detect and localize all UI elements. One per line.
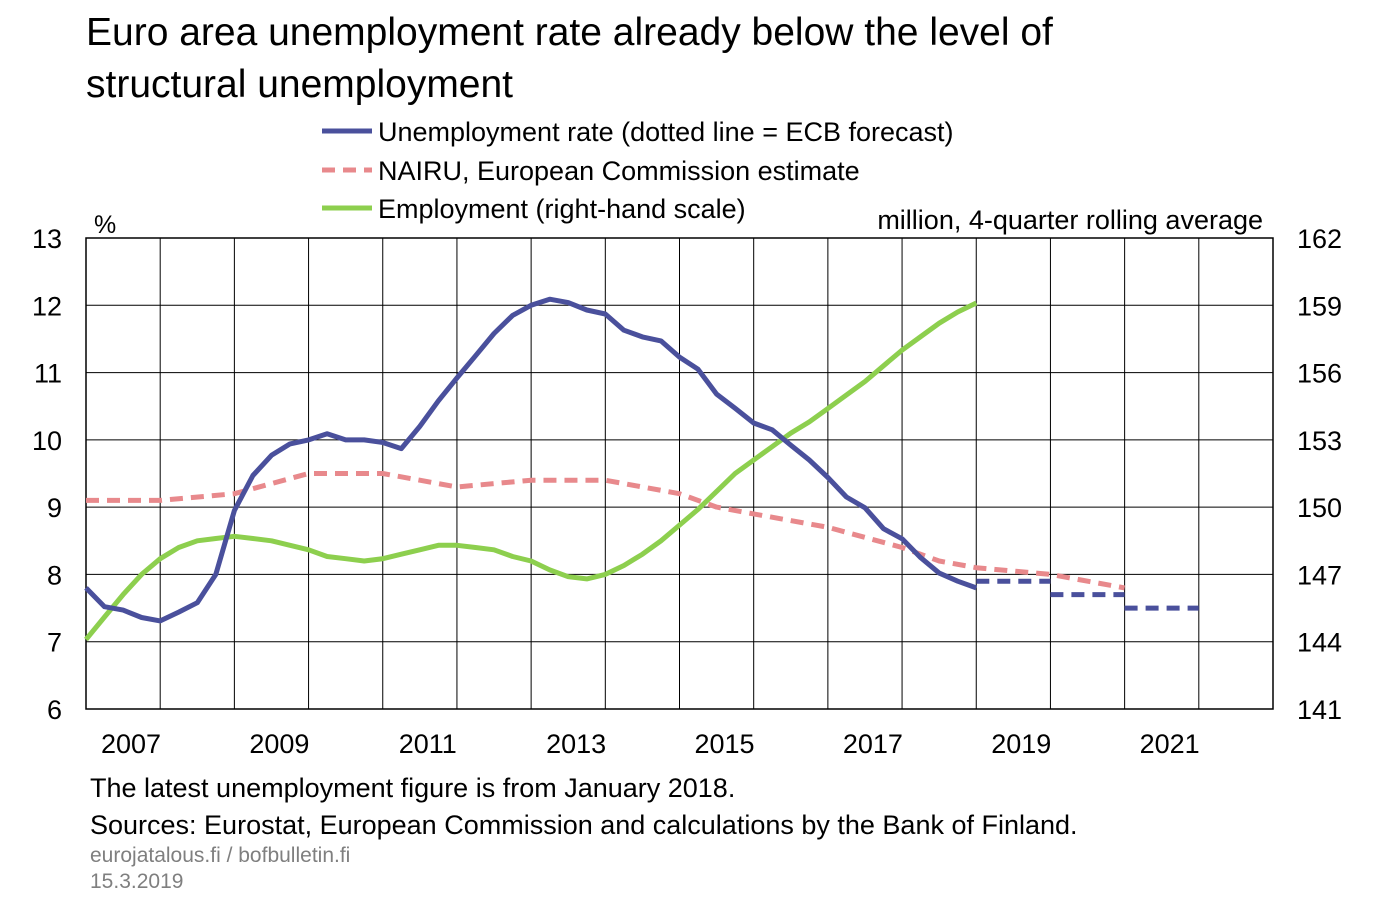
footer-date: 15.3.2019: [90, 870, 183, 893]
x-tick-label: 2011: [399, 729, 457, 759]
series-line-employment-right-hand-scale: [84, 300, 978, 642]
right-tick-label: 153: [1297, 426, 1342, 456]
left-tick-label: 13: [32, 224, 62, 254]
legend-label-employment: Employment (right-hand scale): [378, 194, 746, 224]
left-axis-ticks: 6 7 8 9 10 11 12 13: [32, 224, 62, 725]
left-tick-label: 7: [47, 628, 62, 658]
chart-title-line-1: Euro area unemployment rate already belo…: [86, 11, 1053, 54]
grid: [86, 238, 1273, 709]
note-latest-figure: The latest unemployment figure is from J…: [90, 773, 735, 803]
right-tick-label: 144: [1297, 628, 1342, 658]
legend-label-unemployment: Unemployment rate (dotted line = ECB for…: [378, 117, 954, 147]
legend-label-nairu: NAIRU, European Commission estimate: [378, 156, 860, 186]
right-tick-label: 162: [1297, 224, 1342, 254]
x-tick-label: 2007: [101, 729, 161, 759]
right-tick-label: 141: [1297, 695, 1342, 725]
x-tick-label: 2013: [546, 729, 606, 759]
right-tick-label: 150: [1297, 493, 1342, 523]
left-axis-unit: %: [94, 211, 116, 239]
legend: Unemployment rate (dotted line = ECB for…: [322, 117, 954, 224]
left-tick-label: 10: [32, 426, 62, 456]
note-sources: Sources: Eurostat, European Commission a…: [90, 810, 1078, 840]
left-tick-label: 11: [34, 359, 62, 389]
chart-title-line-2: structural unemployment: [86, 63, 513, 106]
plot-frame: [85, 237, 1274, 710]
x-tick-label: 2019: [991, 729, 1051, 759]
series-line-nairu-european-commission-estimate: [86, 471, 1126, 591]
left-tick-label: 12: [32, 291, 62, 321]
x-axis-ticks: 2007 2009 2011 2013 2015 2017 2019 2021: [101, 729, 1200, 759]
left-tick-label: 8: [47, 560, 62, 590]
right-tick-label: 159: [1297, 291, 1342, 321]
left-tick-label: 6: [47, 695, 62, 725]
x-tick-label: 2021: [1140, 729, 1200, 759]
footer-site: eurojatalous.fi / bofbulletin.fi: [90, 844, 350, 867]
right-axis-ticks: 141 144 147 150 153 156 159 162: [1297, 224, 1342, 725]
x-tick-label: 2015: [694, 729, 754, 759]
series: [84, 296, 1199, 642]
right-tick-label: 147: [1297, 560, 1342, 590]
left-tick-label: 9: [47, 493, 62, 523]
x-tick-label: 2009: [249, 729, 309, 759]
x-tick-label: 2017: [843, 729, 903, 759]
series-line-unemployment-rate-dotted-line-ecb-forecast: [84, 296, 978, 624]
right-axis-unit: million, 4-quarter rolling average: [877, 205, 1263, 235]
right-tick-label: 156: [1297, 359, 1342, 389]
